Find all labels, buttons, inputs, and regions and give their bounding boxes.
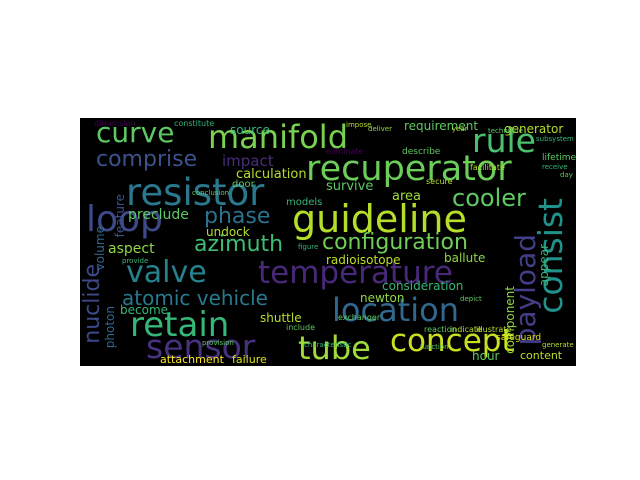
word-indicate: indicate: [450, 325, 482, 334]
word-sensor: sensor: [146, 327, 256, 366]
word-illustrate: illustrate: [476, 325, 512, 334]
word-guideline: guideline: [292, 197, 467, 241]
word-tube: tube: [298, 329, 371, 366]
word-include: include: [286, 323, 315, 332]
word-temperature: temperature: [258, 255, 453, 291]
word-figure: figure: [298, 243, 319, 251]
word-shuttle: shuttle: [260, 311, 302, 325]
word-function: function: [420, 343, 449, 351]
word-impose: impose: [346, 121, 372, 129]
word-facilitate: facilitate: [470, 163, 505, 172]
word-cloud: curve manifold rule recuperator comprise…: [80, 118, 576, 366]
word-azimuth: azimuth: [194, 232, 284, 257]
word-cooler: cooler: [452, 184, 526, 212]
word-area: area: [392, 189, 421, 204]
word-door: door: [232, 179, 255, 190]
word-volume: volume: [93, 226, 107, 271]
word-feature: feature: [113, 194, 127, 238]
word-consideration: consideration: [382, 279, 464, 293]
word-preclude: preclude: [128, 207, 189, 223]
word-photon: photon: [103, 306, 117, 349]
word-comprise: comprise: [96, 147, 198, 172]
word-receive: receive: [542, 163, 568, 171]
word-conclusion: conclusion: [192, 189, 230, 197]
word-aspect: aspect: [108, 241, 155, 257]
word-ballute: ballute: [444, 251, 486, 265]
word-eliminate: eliminate: [326, 147, 364, 156]
word-models: models: [286, 197, 323, 208]
word-rule: rule: [472, 121, 536, 160]
word-calculation: calculation: [236, 167, 307, 182]
word-become: become: [120, 303, 169, 317]
word-generator: generator: [504, 122, 564, 136]
word-dimension: dimension: [94, 119, 136, 128]
word-requirement: requirement: [404, 119, 479, 133]
word-day: day: [560, 171, 573, 179]
word-failure: failure: [232, 353, 267, 366]
word-resistor: resistor: [126, 171, 265, 214]
word-component: component: [503, 286, 517, 354]
word-hour: hour: [472, 349, 500, 363]
word-year: year: [452, 125, 468, 133]
word-deliver: deliver: [368, 125, 392, 133]
word-lifetime: lifetime: [542, 153, 576, 163]
word-source: source: [230, 123, 270, 137]
word-retain: retain: [130, 305, 230, 345]
word-subsystem: subsystem: [536, 135, 574, 143]
word-loop: loop: [86, 199, 163, 240]
word-concept: concept: [390, 323, 514, 359]
word-generate: generate: [542, 341, 574, 349]
word-radioisotope: radioisotope: [326, 253, 401, 267]
word-reaction: reaction: [424, 325, 457, 334]
word-content: content: [520, 349, 563, 362]
word-impact: impact: [222, 152, 274, 170]
word-depict: depict: [460, 295, 482, 303]
word-attachment: attachment: [160, 353, 224, 366]
word-characteristic: characteristic: [304, 341, 352, 349]
word-exchanger: exchanger: [338, 313, 381, 322]
word-constitute: constitute: [174, 119, 215, 128]
word-configuration: configuration: [322, 230, 468, 255]
word-manifold: manifold: [208, 118, 348, 156]
word-secure: secure: [426, 177, 453, 186]
word-undock: undock: [206, 225, 250, 239]
word-atomic-vehicle: atomic vehicle: [122, 286, 268, 310]
word-location: location: [332, 291, 459, 329]
word-phase: phase: [204, 204, 271, 229]
word-safeguard: safeguard: [496, 333, 542, 343]
word-nuclide: nuclide: [80, 264, 105, 344]
word-newton: newton: [360, 291, 405, 305]
word-valve: valve: [126, 255, 207, 290]
word-survive: survive: [326, 179, 374, 194]
word-technique: technique: [488, 127, 523, 135]
word-appear: appear: [537, 244, 551, 287]
word-curve: curve: [96, 118, 175, 149]
word-provide: provide: [122, 257, 149, 265]
word-describe: describe: [402, 147, 441, 157]
word-provision: provision: [202, 339, 234, 347]
word-recuperator: recuperator: [306, 149, 512, 189]
